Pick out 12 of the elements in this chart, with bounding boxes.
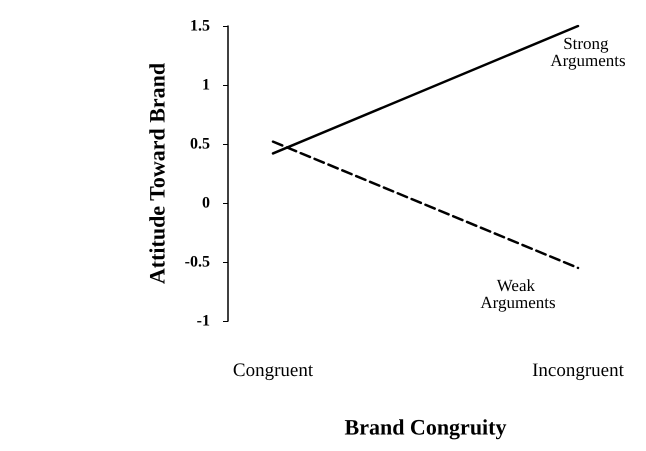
x-tick-label: Congruent	[232, 360, 314, 381]
y-tick-label: -0.5	[184, 254, 210, 270]
x-tick-label: Incongruent	[532, 360, 625, 381]
y-tick-label: 1.5	[190, 18, 210, 34]
y-tick-label: 1	[202, 76, 210, 94]
y-tick-label: -1	[196, 312, 210, 330]
y-tick-label: 0.5	[190, 136, 210, 152]
y-tick-label: 0	[202, 194, 210, 212]
y-axis-title: Attitude Toward Brand	[144, 62, 170, 284]
x-axis-title: Brand Congruity	[344, 414, 506, 440]
series-label: Weak Arguments	[480, 276, 556, 312]
series-label: Strong Arguments	[550, 34, 626, 70]
